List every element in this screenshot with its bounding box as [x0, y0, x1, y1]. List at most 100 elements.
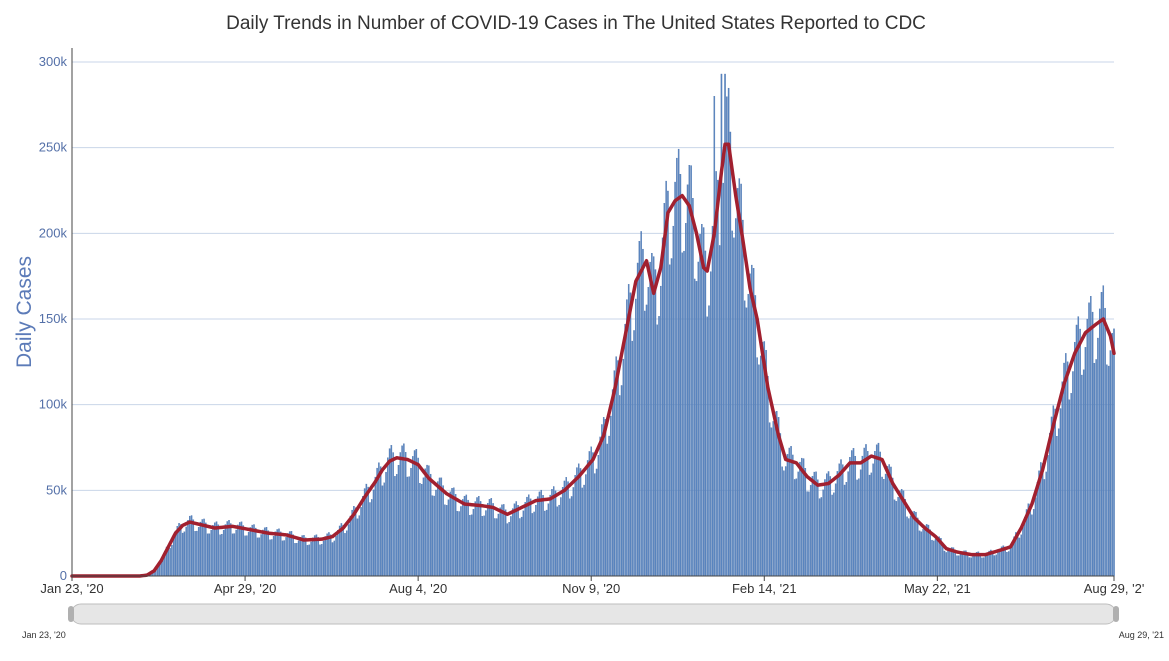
- daily-cases-bar[interactable]: [460, 506, 462, 577]
- daily-cases-bar[interactable]: [981, 557, 983, 577]
- daily-cases-bar[interactable]: [308, 544, 311, 577]
- daily-cases-bar[interactable]: [492, 503, 494, 577]
- daily-cases-bar[interactable]: [611, 389, 614, 577]
- daily-cases-bar[interactable]: [838, 463, 840, 577]
- daily-cases-bar[interactable]: [247, 532, 250, 577]
- daily-cases-bar[interactable]: [1109, 350, 1112, 577]
- daily-cases-bar[interactable]: [181, 532, 184, 577]
- daily-cases-bar[interactable]: [958, 555, 960, 577]
- daily-cases-bar[interactable]: [445, 505, 448, 577]
- daily-cases-bar[interactable]: [474, 501, 476, 577]
- daily-cases-bar[interactable]: [1057, 428, 1060, 577]
- daily-cases-bar[interactable]: [397, 464, 400, 577]
- daily-cases-bar[interactable]: [453, 487, 455, 577]
- daily-cases-bar[interactable]: [444, 504, 446, 577]
- daily-cases-bar[interactable]: [1113, 328, 1115, 577]
- daily-cases-bar[interactable]: [212, 525, 214, 577]
- daily-cases-bar[interactable]: [310, 541, 312, 577]
- daily-cases-bar[interactable]: [392, 452, 394, 577]
- daily-cases-bar[interactable]: [613, 370, 616, 577]
- daily-cases-bar[interactable]: [774, 411, 776, 577]
- daily-cases-bar[interactable]: [333, 540, 336, 577]
- daily-cases-bar[interactable]: [997, 552, 999, 577]
- daily-cases-bar[interactable]: [570, 496, 573, 577]
- daily-cases-bar[interactable]: [606, 443, 609, 577]
- daily-cases-bar[interactable]: [826, 473, 828, 577]
- daily-cases-bar[interactable]: [242, 525, 245, 577]
- daily-cases-bar[interactable]: [1063, 362, 1065, 577]
- daily-cases-bar[interactable]: [599, 436, 601, 577]
- daily-cases-bar[interactable]: [1095, 359, 1097, 577]
- daily-cases-bar[interactable]: [1081, 374, 1083, 577]
- daily-cases-bar[interactable]: [790, 446, 792, 577]
- daily-cases-bar[interactable]: [959, 553, 962, 577]
- daily-cases-bar[interactable]: [1086, 318, 1088, 577]
- daily-cases-bar[interactable]: [590, 446, 592, 577]
- daily-cases-bar[interactable]: [654, 269, 657, 577]
- daily-cases-bar[interactable]: [806, 491, 808, 577]
- daily-cases-bar[interactable]: [228, 520, 230, 577]
- daily-cases-bar[interactable]: [1029, 503, 1031, 577]
- daily-cases-bar[interactable]: [815, 471, 817, 577]
- daily-cases-bar[interactable]: [863, 447, 865, 577]
- daily-cases-bar[interactable]: [1041, 463, 1044, 577]
- daily-cases-bar[interactable]: [688, 165, 691, 577]
- daily-cases-bar[interactable]: [203, 518, 205, 577]
- daily-cases-bar[interactable]: [462, 499, 464, 577]
- daily-cases-bar[interactable]: [569, 498, 571, 577]
- daily-cases-bar[interactable]: [642, 248, 644, 577]
- daily-cases-bar[interactable]: [237, 524, 239, 577]
- daily-cases-bar[interactable]: [936, 536, 939, 577]
- daily-cases-bar[interactable]: [899, 490, 901, 577]
- daily-cases-bar[interactable]: [560, 497, 562, 577]
- daily-cases-bar[interactable]: [999, 548, 1001, 577]
- daily-cases-bar[interactable]: [813, 471, 815, 577]
- daily-cases-bar[interactable]: [836, 471, 839, 577]
- daily-cases-bar[interactable]: [892, 477, 894, 577]
- daily-cases-bar[interactable]: [983, 557, 985, 577]
- daily-cases-bar[interactable]: [931, 539, 933, 577]
- daily-cases-bar[interactable]: [710, 271, 712, 577]
- daily-cases-bar[interactable]: [169, 548, 171, 577]
- daily-cases-bar[interactable]: [984, 555, 987, 577]
- daily-cases-bar[interactable]: [743, 300, 746, 577]
- daily-cases-bar[interactable]: [442, 485, 444, 577]
- daily-cases-bar[interactable]: [337, 529, 339, 577]
- daily-cases-bar[interactable]: [529, 498, 532, 577]
- daily-cases-bar[interactable]: [620, 385, 623, 577]
- daily-cases-bar[interactable]: [865, 444, 867, 577]
- daily-cases-bar[interactable]: [508, 522, 510, 577]
- daily-cases-bar[interactable]: [174, 530, 177, 577]
- daily-cases-bar[interactable]: [230, 523, 232, 577]
- daily-cases-bar[interactable]: [485, 510, 487, 577]
- daily-cases-bar[interactable]: [676, 157, 678, 577]
- daily-cases-bar[interactable]: [770, 427, 773, 577]
- daily-cases-bar[interactable]: [861, 455, 864, 577]
- daily-cases-bar[interactable]: [201, 519, 203, 577]
- daily-cases-bar[interactable]: [933, 540, 935, 577]
- daily-cases-bar[interactable]: [196, 530, 198, 577]
- daily-cases-bar[interactable]: [883, 479, 885, 577]
- daily-cases-bar[interactable]: [647, 287, 650, 577]
- daily-cases-bar[interactable]: [222, 529, 225, 577]
- daily-cases-bar[interactable]: [897, 496, 899, 577]
- daily-cases-bar[interactable]: [784, 466, 787, 577]
- daily-cases-bar[interactable]: [594, 473, 596, 577]
- daily-cases-bar[interactable]: [205, 522, 207, 577]
- daily-cases-bar[interactable]: [285, 537, 287, 577]
- daily-cases-bar[interactable]: [633, 330, 635, 577]
- daily-cases-bar[interactable]: [1070, 393, 1072, 577]
- daily-cases-bar[interactable]: [809, 485, 812, 577]
- daily-cases-bar[interactable]: [213, 522, 216, 577]
- daily-cases-bar[interactable]: [255, 527, 257, 577]
- daily-cases-bar[interactable]: [736, 188, 739, 577]
- daily-cases-bar[interactable]: [1090, 296, 1092, 577]
- daily-cases-bar[interactable]: [506, 523, 509, 577]
- daily-cases-bar[interactable]: [456, 511, 459, 577]
- daily-cases-bar[interactable]: [818, 498, 821, 577]
- daily-cases-bar[interactable]: [467, 499, 469, 577]
- daily-cases-bar[interactable]: [686, 184, 689, 577]
- daily-cases-bar[interactable]: [1024, 517, 1026, 577]
- daily-cases-bar[interactable]: [344, 533, 346, 577]
- daily-cases-bar[interactable]: [895, 501, 898, 577]
